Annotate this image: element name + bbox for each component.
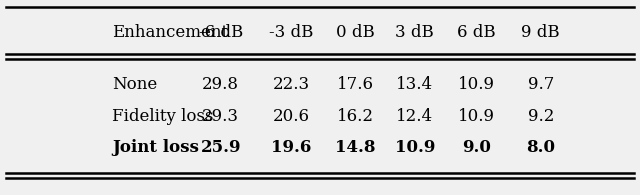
Text: 22.3: 22.3 [273, 76, 310, 93]
Text: 25.9: 25.9 [200, 139, 241, 156]
Text: 29.8: 29.8 [202, 76, 239, 93]
Text: 8.0: 8.0 [526, 139, 556, 156]
Text: 3 dB: 3 dB [396, 24, 434, 41]
Text: 9 dB: 9 dB [522, 24, 560, 41]
Text: 9.2: 9.2 [527, 107, 554, 125]
Text: 9.0: 9.0 [462, 139, 492, 156]
Text: 10.9: 10.9 [458, 107, 495, 125]
Text: 9.7: 9.7 [527, 76, 554, 93]
Text: 6 dB: 6 dB [458, 24, 496, 41]
Text: -3 dB: -3 dB [269, 24, 314, 41]
Text: Enhancement: Enhancement [112, 24, 228, 41]
Text: Fidelity loss: Fidelity loss [112, 107, 214, 125]
Text: 17.6: 17.6 [337, 76, 374, 93]
Text: 10.9: 10.9 [394, 139, 435, 156]
Text: -6 dB: -6 dB [198, 24, 243, 41]
Text: 14.8: 14.8 [335, 139, 376, 156]
Text: 19.6: 19.6 [271, 139, 312, 156]
Text: 12.4: 12.4 [396, 107, 433, 125]
Text: Joint loss: Joint loss [112, 139, 199, 156]
Text: 0 dB: 0 dB [336, 24, 374, 41]
Text: 13.4: 13.4 [396, 76, 433, 93]
Text: 10.9: 10.9 [458, 76, 495, 93]
Text: 20.6: 20.6 [273, 107, 310, 125]
Text: 29.3: 29.3 [202, 107, 239, 125]
Text: 16.2: 16.2 [337, 107, 374, 125]
Text: None: None [112, 76, 157, 93]
